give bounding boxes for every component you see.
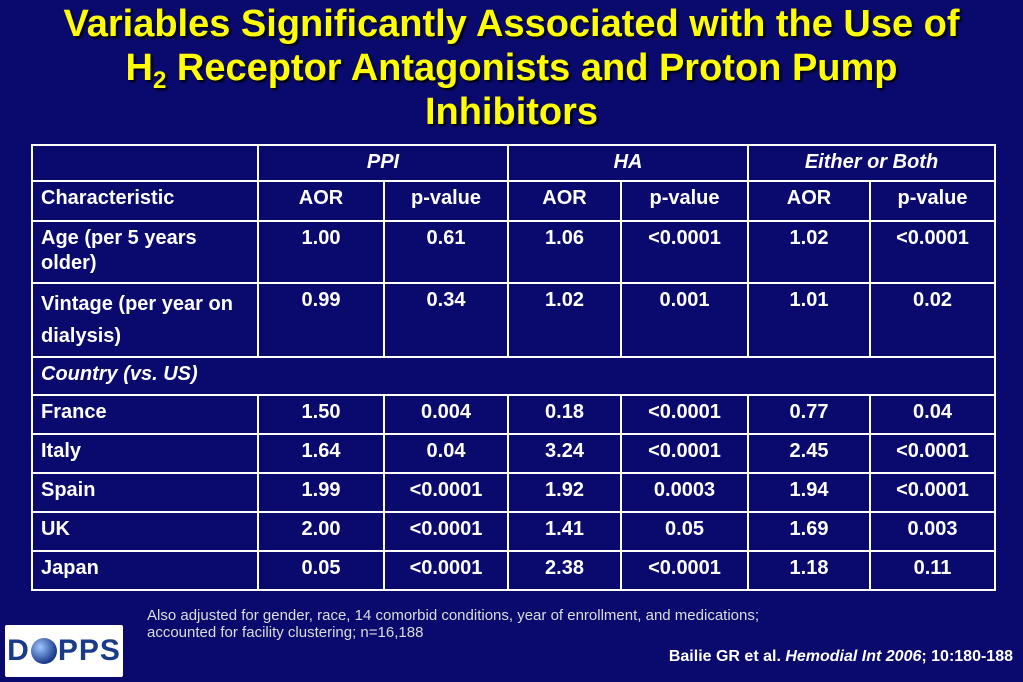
title-line-3: Inhibitors [424, 91, 599, 133]
cell: <0.0001 [869, 472, 997, 513]
footnote: Also adjusted for gender, race, 14 comor… [147, 607, 907, 641]
cell: 0.18 [507, 394, 622, 435]
cell: <0.0001 [619, 220, 750, 284]
cell: 1.02 [507, 282, 622, 358]
citation-journal: Hemodial Int 2006 [785, 648, 922, 665]
title-h: H [125, 47, 153, 89]
cell: 2.45 [747, 433, 872, 474]
cell: 0.004 [383, 394, 509, 435]
cell: <0.0001 [383, 550, 509, 591]
cell: 0.001 [619, 282, 750, 358]
table-row: Age (per 5 years older) 1.00 0.61 1.06 <… [31, 220, 997, 284]
cell: 0.11 [869, 550, 997, 591]
header-both-aor: AOR [747, 180, 872, 222]
cell: 1.50 [257, 394, 385, 435]
dopps-logo: D PPS [5, 625, 123, 677]
row-label: Japan [31, 550, 259, 591]
cell: 1.92 [507, 472, 622, 513]
group-ha: HA [506, 144, 750, 182]
table-row: Spain 1.99 <0.0001 1.92 0.0003 1.94 <0.0… [31, 472, 997, 513]
group-ppi: PPI [257, 144, 509, 182]
cell: 0.04 [383, 433, 509, 474]
globe-icon [30, 638, 57, 664]
table-row: Japan 0.05 <0.0001 2.38 <0.0001 1.18 0.1… [31, 550, 997, 591]
table-row: France 1.50 0.004 0.18 <0.0001 0.77 0.04 [31, 394, 997, 435]
row-label: Vintage (per year on dialysis) [31, 282, 259, 358]
cell: 1.00 [257, 220, 385, 284]
cell: 1.94 [747, 472, 872, 513]
row-label: Spain [31, 472, 259, 513]
title-line-1: Variables Significantly Associated with … [63, 3, 960, 45]
cell: 1.69 [747, 511, 872, 552]
cell: 0.61 [383, 220, 509, 284]
cell: <0.0001 [383, 511, 509, 552]
header-ha-aor: AOR [507, 180, 622, 222]
cell: 1.64 [257, 433, 385, 474]
header-ha-pvalue: p-value [619, 180, 750, 222]
cell: 1.41 [507, 511, 622, 552]
row-label: UK [31, 511, 259, 552]
results-table: PPI HA Either or Both Characteristic AOR… [30, 144, 997, 591]
group-header-row: PPI HA Either or Both [31, 144, 997, 182]
cell: 0.02 [869, 282, 997, 358]
title-line-2-rest: Receptor Antagonists and Proton Pump [166, 47, 898, 89]
cell: 0.05 [257, 550, 385, 591]
cell: 0.99 [257, 282, 385, 358]
cell: <0.0001 [869, 433, 997, 474]
table-row: Vintage (per year on dialysis) 0.99 0.34… [31, 282, 997, 358]
cell: 3.24 [507, 433, 622, 474]
header-characteristic: Characteristic [31, 180, 259, 222]
citation-ref: ; 10:180-188 [921, 648, 1013, 665]
cell: <0.0001 [869, 220, 997, 284]
citation: Bailie GR et al. Hemodial Int 2006; 10:1… [669, 648, 1013, 666]
footnote-line-1: Also adjusted for gender, race, 14 comor… [147, 607, 760, 624]
cell: <0.0001 [619, 433, 750, 474]
table-row: Italy 1.64 0.04 3.24 <0.0001 2.45 <0.000… [31, 433, 997, 474]
row-label: Age (per 5 years older) [31, 220, 259, 284]
header-both-pvalue: p-value [869, 180, 997, 222]
cell: 0.003 [869, 511, 997, 552]
cell: 0.05 [619, 511, 750, 552]
cell: <0.0001 [619, 550, 750, 591]
cell: 1.06 [507, 220, 622, 284]
logo-text-d: D [7, 634, 30, 667]
citation-authors: Bailie GR et al. [668, 648, 786, 665]
group-either-or-both: Either or Both [747, 144, 997, 182]
cell: 0.04 [869, 394, 997, 435]
corner-cell [31, 144, 259, 182]
row-label: Italy [31, 433, 259, 474]
table-row: UK 2.00 <0.0001 1.41 0.05 1.69 0.003 [31, 511, 997, 552]
cell: 2.38 [507, 550, 622, 591]
header-ppi-pvalue: p-value [383, 180, 509, 222]
cell: 0.0003 [619, 472, 750, 513]
footnote-line-2: accounted for facility clustering; n=16,… [147, 624, 424, 641]
section-label-country: Country (vs. US) [30, 356, 997, 396]
header-ppi-aor: AOR [257, 180, 385, 222]
cell: <0.0001 [619, 394, 750, 435]
title-subscript: 2 [152, 67, 167, 94]
column-header-row: Characteristic AOR p-value AOR p-value A… [31, 180, 997, 222]
title-line-2: H2 Receptor Antagonists and Proton Pump [0, 46, 1023, 93]
slide-title: Variables Significantly Associated with … [0, 2, 1023, 134]
cell: <0.0001 [383, 472, 509, 513]
cell: 1.99 [257, 472, 385, 513]
cell: 1.01 [747, 282, 872, 358]
cell: 0.77 [747, 394, 872, 435]
cell: 2.00 [257, 511, 385, 552]
logo-text-pps: PPS [57, 634, 121, 667]
section-row: Country (vs. US) [30, 356, 997, 396]
cell: 1.18 [747, 550, 872, 591]
row-label: France [31, 394, 259, 435]
cell: 1.02 [747, 220, 872, 284]
cell: 0.34 [383, 282, 509, 358]
